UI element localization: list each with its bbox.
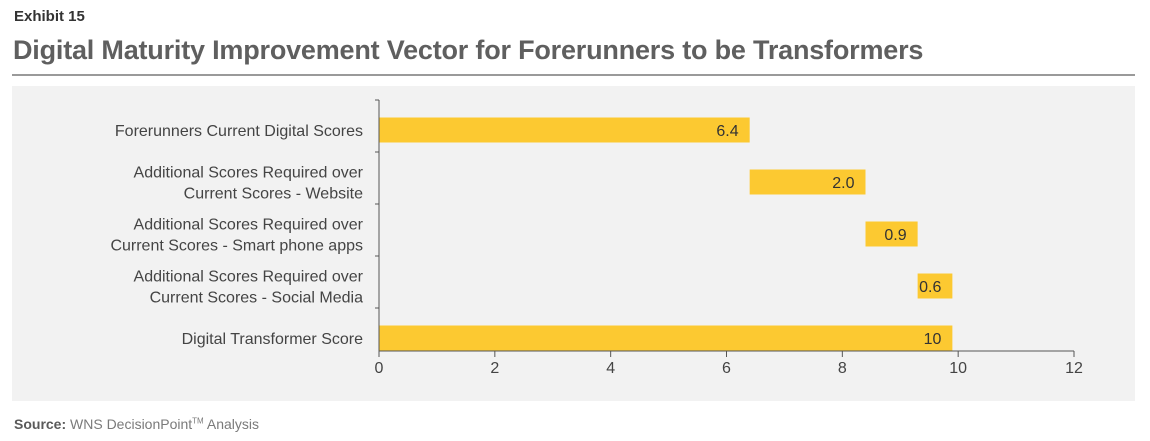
source-suffix: Analysis: [206, 416, 259, 432]
x-tick-label-1: 2: [490, 360, 499, 377]
source-label: Source:: [14, 416, 67, 432]
source-note: Source: WNS DecisionPointTM Analysis: [14, 416, 259, 432]
category-label-2-0: Additional Scores Required over: [134, 217, 364, 234]
exhibit-label: Exhibit 15: [14, 8, 85, 25]
waterfall-bar-chart: 6.4 Forerunners Current Digital Scores 2.0…: [110, 99, 1083, 377]
category-label-2-1: Current Scores - Smart phone apps: [110, 238, 363, 255]
x-tick-label-4: 8: [838, 360, 847, 377]
category-label-1-1: Current Scores - Website: [184, 186, 363, 203]
source-text: WNS DecisionPoint: [70, 416, 193, 432]
category-label-3-0: Additional Scores Required over: [134, 269, 364, 286]
bar-value-label-2: 0.9: [884, 227, 906, 244]
x-tick-label-2: 4: [606, 360, 615, 377]
x-tick-label-6: 12: [1065, 360, 1083, 377]
x-tick-label-0: 0: [375, 360, 384, 377]
bar-0: [379, 117, 750, 143]
bar-value-label-0: 6.4: [716, 123, 738, 140]
x-tick-label-5: 10: [949, 360, 967, 377]
bar-2: [865, 221, 918, 247]
trademark-mark: TM: [192, 416, 204, 426]
category-label-1-0: Additional Scores Required over: [134, 165, 364, 182]
category-label-0-0: Forerunners Current Digital Scores: [115, 123, 363, 140]
bar-1: [749, 169, 866, 195]
bar-3: [917, 273, 953, 299]
chart-title: Digital Maturity Improvement Vector for …: [13, 35, 924, 65]
x-tick-label-3: 6: [722, 360, 731, 377]
chart-panel: 6.4 Forerunners Current Digital Scores 2.0…: [12, 86, 1135, 401]
bar-4: [379, 325, 953, 351]
bar-value-label-1: 2.0: [832, 175, 854, 192]
bar-value-label-4: 10: [924, 331, 942, 348]
category-label-3-1: Current Scores - Social Media: [150, 290, 364, 307]
bar-value-label-3: 0.6: [919, 279, 941, 296]
category-label-4-0: Digital Transformer Score: [182, 331, 363, 348]
title-divider: [12, 74, 1135, 76]
